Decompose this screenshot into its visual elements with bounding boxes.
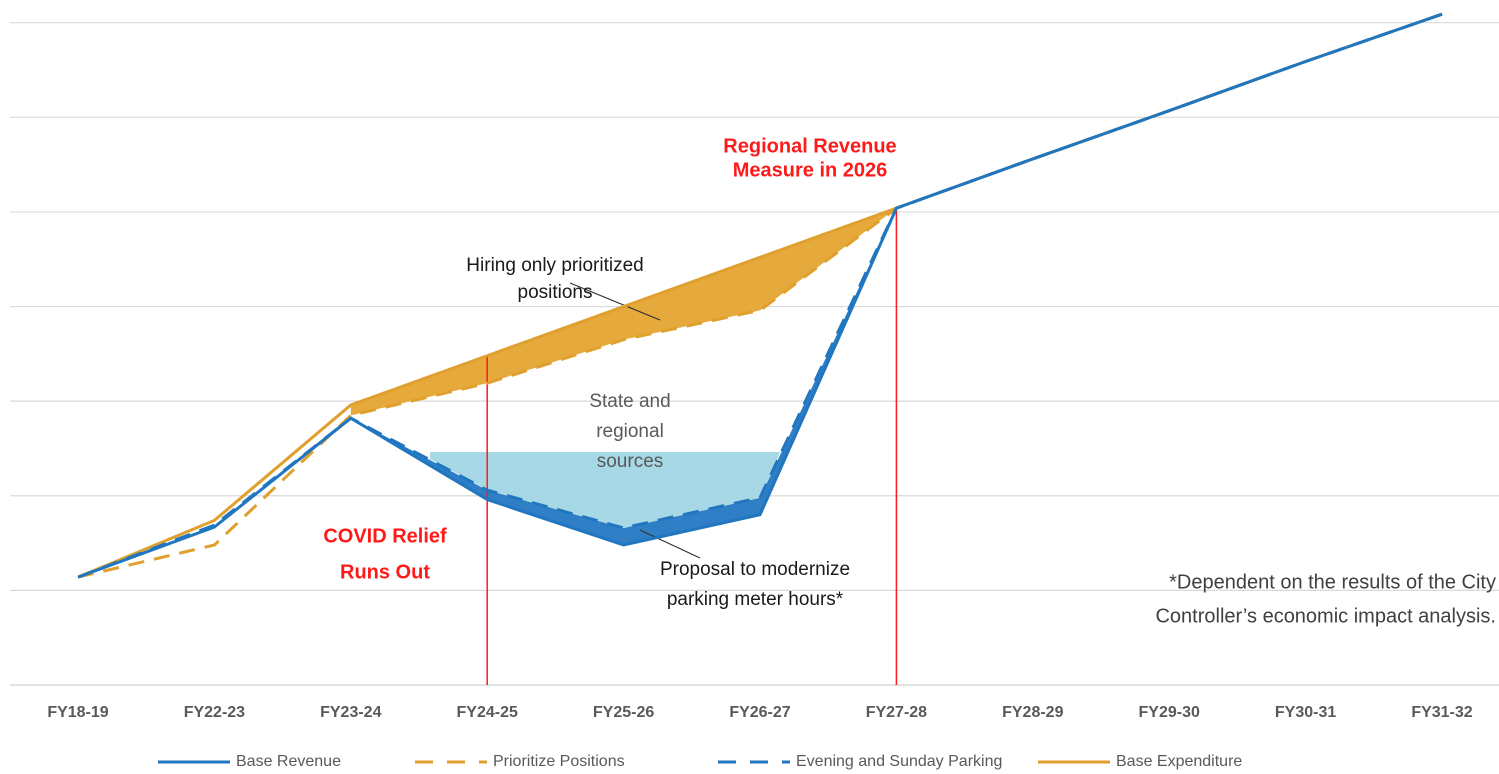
footnote: Controller’s economic impact analysis. [1155, 605, 1496, 627]
leader-line [639, 529, 701, 559]
x-tick-label: FY26-27 [729, 704, 790, 721]
legend-label: Evening and Sunday Parking [796, 753, 1002, 770]
annotation: Proposal to modernize [660, 559, 850, 580]
x-tick-label: FY23-24 [320, 704, 381, 721]
annotation: positions [518, 282, 593, 303]
annotation: sources [597, 451, 664, 472]
annotation: Regional Revenue [723, 135, 896, 157]
legend-label: Base Expenditure [1116, 753, 1242, 770]
legend-label: Prioritize Positions [493, 753, 625, 770]
x-tick-label: FY24-25 [457, 704, 518, 721]
series-line [77, 12, 1443, 579]
x-tick-label: FY25-26 [593, 704, 654, 721]
legend-label: Base Revenue [236, 753, 341, 770]
footnote: *Dependent on the results of the City [1169, 571, 1496, 593]
annotation: Measure in 2026 [733, 159, 888, 181]
x-tick-label: FY30-31 [1275, 704, 1336, 721]
leader-line [569, 282, 661, 321]
x-tick-label: FY18-19 [47, 704, 108, 721]
annotation: COVID Relief [323, 525, 447, 547]
x-tick-label: FY29-30 [1139, 704, 1200, 721]
x-tick-label: FY22-23 [184, 704, 245, 721]
annotation: State and [589, 391, 670, 412]
x-tick-label: FY31-32 [1411, 704, 1472, 721]
annotation: Runs Out [340, 561, 430, 583]
x-tick-label: FY27-28 [866, 704, 927, 721]
state-regional-area [430, 452, 780, 528]
x-tick-label: FY28-29 [1002, 704, 1063, 721]
annotation: Hiring only prioritized [466, 255, 643, 276]
annotation: parking meter hours* [667, 589, 844, 610]
annotation: regional [596, 421, 664, 442]
